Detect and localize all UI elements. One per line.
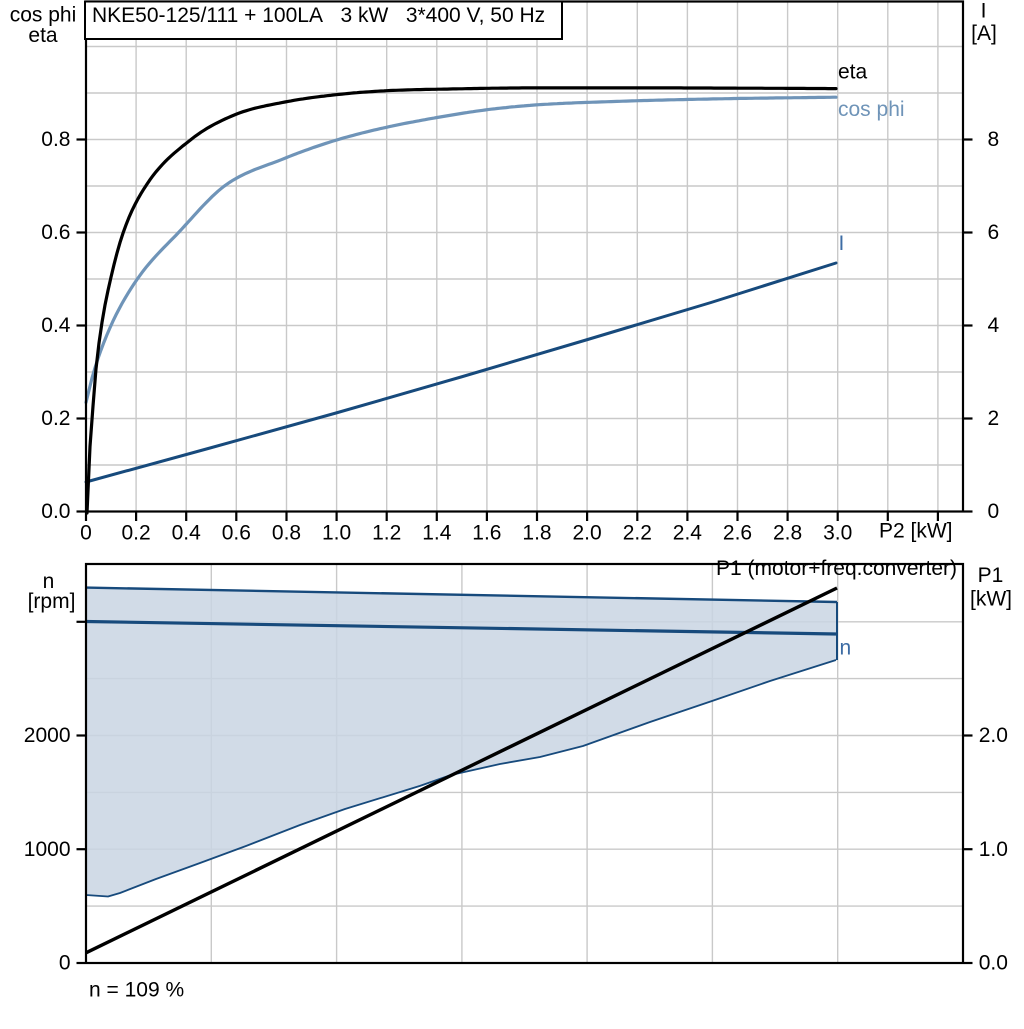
svg-text:n: n	[43, 570, 55, 593]
svg-text:[rpm]: [rpm]	[28, 590, 76, 613]
svg-text:eta: eta	[28, 24, 58, 47]
svg-text:n: n	[840, 636, 852, 659]
svg-text:0.8: 0.8	[272, 521, 301, 544]
svg-text:2000: 2000	[24, 724, 71, 747]
svg-text:I: I	[981, 0, 987, 23]
svg-text:NKE50-125/111 + 100LA 3 kW: NKE50-125/111 + 100LA 3 kW 3*400 V, 50 H…	[92, 4, 545, 27]
svg-text:8: 8	[987, 128, 999, 151]
svg-text:1.0: 1.0	[322, 521, 351, 544]
svg-text:0.8: 0.8	[41, 128, 70, 151]
svg-text:P1 (motor+freq.converter): P1 (motor+freq.converter)	[716, 557, 957, 580]
svg-text:P1: P1	[978, 564, 1004, 587]
svg-text:0.2: 0.2	[41, 407, 70, 430]
svg-text:2.8: 2.8	[773, 521, 802, 544]
svg-text:1.2: 1.2	[372, 521, 401, 544]
svg-text:0.6: 0.6	[222, 521, 251, 544]
svg-text:2.0: 2.0	[979, 724, 1008, 747]
svg-text:4: 4	[987, 314, 999, 337]
svg-text:1.0: 1.0	[979, 838, 1008, 861]
svg-text:0.4: 0.4	[41, 314, 71, 337]
svg-text:1.6: 1.6	[472, 521, 501, 544]
svg-text:0.0: 0.0	[41, 500, 70, 523]
svg-text:n = 109 %: n = 109 %	[89, 978, 184, 1001]
svg-text:2.0: 2.0	[572, 521, 601, 544]
svg-text:[kW]: [kW]	[970, 588, 1012, 611]
svg-text:0.0: 0.0	[979, 952, 1008, 975]
svg-text:0.2: 0.2	[121, 521, 150, 544]
svg-text:3.0: 3.0	[823, 521, 852, 544]
svg-text:cos phi: cos phi	[10, 4, 77, 27]
svg-text:6: 6	[987, 221, 999, 244]
svg-text:2.6: 2.6	[723, 521, 752, 544]
svg-text:cos phi: cos phi	[838, 98, 905, 121]
svg-text:1.8: 1.8	[522, 521, 551, 544]
svg-text:[A]: [A]	[971, 22, 997, 45]
svg-text:eta: eta	[838, 61, 868, 84]
svg-text:1000: 1000	[24, 838, 71, 861]
svg-text:0: 0	[987, 500, 999, 523]
svg-text:2.4: 2.4	[673, 521, 703, 544]
svg-text:2.2: 2.2	[623, 521, 652, 544]
svg-text:I: I	[839, 232, 845, 255]
svg-text:0: 0	[59, 952, 71, 975]
svg-text:0: 0	[80, 521, 92, 544]
svg-text:0.4: 0.4	[172, 521, 202, 544]
svg-text:2: 2	[987, 407, 999, 430]
svg-text:P2 [kW]: P2 [kW]	[879, 520, 953, 543]
svg-text:0.6: 0.6	[41, 221, 70, 244]
svg-text:1.4: 1.4	[422, 521, 452, 544]
